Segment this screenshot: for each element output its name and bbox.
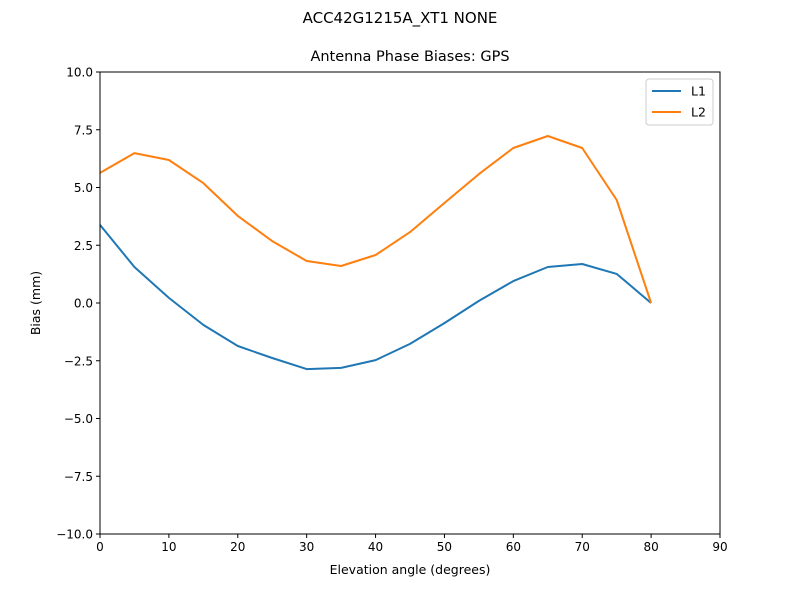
series-layer (99, 135, 653, 371)
x-tick-label: 90 (712, 540, 727, 554)
y-tick-label: 5.0 (74, 181, 93, 195)
series-line-l1 (99, 224, 652, 371)
y-tick-label: −2.5 (64, 354, 93, 368)
x-tick-label: 50 (437, 540, 452, 554)
legend-label-l1: L1 (691, 84, 706, 99)
y-tick-label: 7.5 (74, 123, 93, 137)
x-tick-label: 10 (161, 540, 176, 554)
x-tick-label: 40 (368, 540, 383, 554)
plot-frame (99, 71, 721, 535)
chart-title: Antenna Phase Biases: GPS (310, 49, 510, 65)
x-axis: 0 10 20 30 40 50 60 70 80 90 (96, 534, 728, 554)
y-tick-label: −7.5 (64, 470, 93, 484)
figure-suptitle: ACC42G1215A_XT1 NONE (302, 9, 498, 27)
x-tick-label: 60 (506, 540, 521, 554)
x-tick-label: 70 (575, 540, 590, 554)
y-tick-label: 2.5 (74, 239, 93, 253)
x-tick-label: 80 (643, 540, 658, 554)
y-tick-label: −10.0 (56, 528, 93, 542)
x-tick-label: 30 (299, 540, 314, 554)
y-tick-label: 10.0 (66, 66, 93, 80)
x-axis-label: Elevation angle (degrees) (330, 562, 491, 577)
y-axis-label: Bias (mm) (28, 271, 43, 335)
series-line-l2 (99, 135, 653, 304)
y-tick-label: 0.0 (74, 297, 93, 311)
legend-label-l2: L2 (691, 105, 706, 120)
legend: L1 L2 (645, 78, 714, 126)
x-tick-label: 20 (230, 540, 245, 554)
y-axis: −10.0 −7.5 −5.0 −2.5 0.0 2.5 5.0 7.5 10.0 (56, 66, 100, 542)
y-tick-label: −5.0 (64, 412, 93, 426)
x-tick-label: 0 (96, 540, 104, 554)
